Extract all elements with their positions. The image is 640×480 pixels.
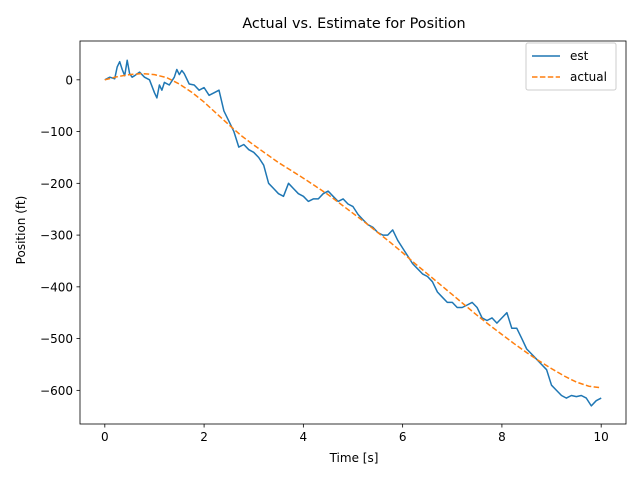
plot-frame — [79, 40, 627, 425]
x-tick-label: 8 — [498, 430, 506, 444]
series-line-actual — [104, 72, 602, 389]
x-tick-label: 4 — [300, 430, 308, 444]
y-tick-label: −100 — [40, 125, 73, 139]
y-tick-label: −500 — [40, 332, 73, 346]
legend: est actual — [525, 42, 617, 91]
x-tick-label: 6 — [399, 430, 407, 444]
legend-box — [525, 42, 617, 91]
x-tick-label: 10 — [594, 430, 609, 444]
y-tick-label: −200 — [40, 177, 73, 191]
legend-est-label: est — [570, 49, 589, 63]
y-tick-label: −600 — [40, 384, 73, 398]
y-tick-label: −300 — [40, 229, 73, 243]
x-axis: 0 2 4 6 8 10 — [101, 424, 609, 444]
plot-area — [79, 40, 627, 425]
y-tick-label: −400 — [40, 280, 73, 294]
x-tick-label: 2 — [200, 430, 208, 444]
x-tick-label: 0 — [101, 430, 109, 444]
legend-actual-label: actual — [570, 70, 607, 84]
y-axis-label: Position (ft) — [14, 196, 28, 265]
y-tick-label: 0 — [65, 73, 73, 87]
series-line-est — [104, 59, 602, 407]
chart-title: Actual vs. Estimate for Position — [242, 16, 465, 32]
x-axis-label: Time [s] — [329, 451, 379, 465]
y-axis: 0 −100 −200 −300 −400 −500 −600 — [40, 73, 80, 398]
